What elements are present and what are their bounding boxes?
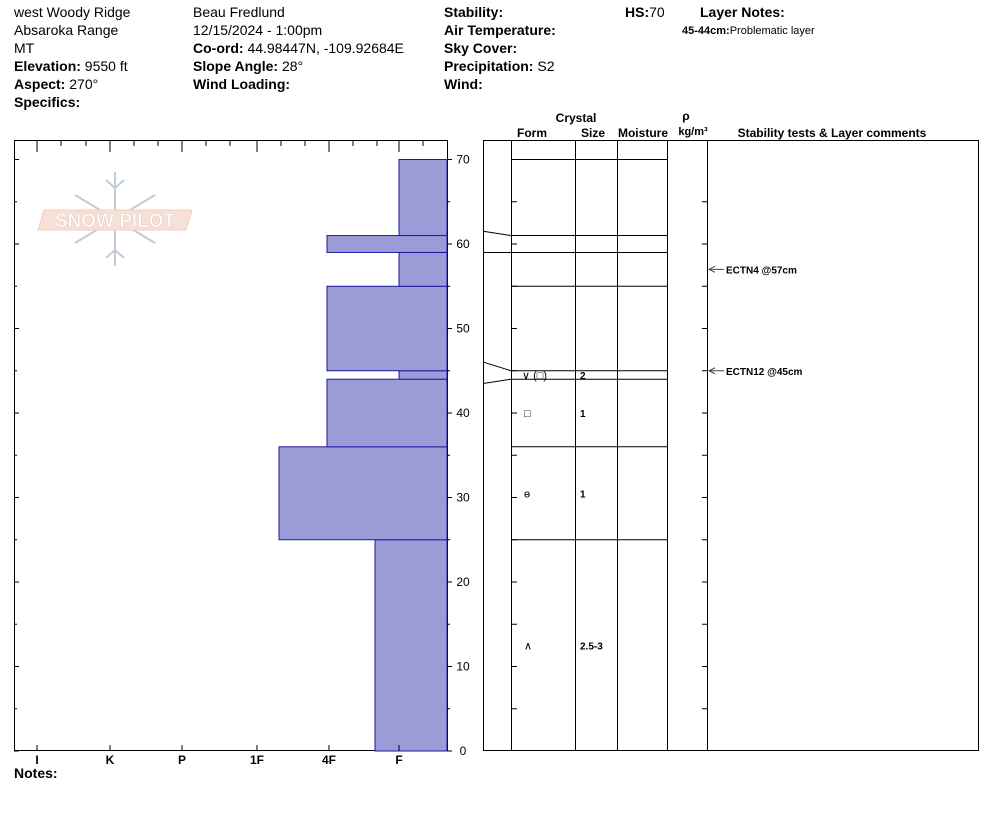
state: MT — [14, 40, 35, 56]
sky-cover-label: Sky Cover: — [444, 40, 518, 56]
layer-connector-line — [483, 378, 512, 384]
stability-field: Stability: — [444, 3, 503, 21]
aspect-field: Aspect: 270° — [14, 75, 98, 93]
hardness-bar — [398, 370, 448, 380]
density-unit: kg/m³ — [678, 126, 708, 138]
size-header: Size — [581, 126, 605, 140]
hardness-tick-label: P — [178, 753, 186, 767]
hardness-tick-label: F — [395, 753, 402, 767]
logo-text: SNOW PILOT — [55, 211, 176, 232]
grain-form: ∧ — [524, 640, 532, 652]
depth-tick-label: 0 — [460, 744, 467, 758]
table-depth-ticks — [511, 201, 707, 710]
layer-connector-line — [483, 230, 512, 237]
aspect-label: Aspect: — [14, 76, 66, 92]
layer-connector-line — [483, 361, 512, 372]
slope-label: Slope Angle: — [193, 58, 279, 74]
hardness-top-ticks — [36, 140, 424, 152]
air-temp-field: Air Temperature: — [444, 21, 556, 39]
hardness-bar — [326, 378, 448, 448]
layer-table-frame — [483, 140, 979, 751]
grain-form: ∨ (□) — [522, 370, 547, 382]
aspect-value: 270° — [69, 76, 99, 92]
observer-name: Beau Fredlund — [193, 4, 285, 20]
specifics-field: Specifics: — [14, 93, 80, 111]
hardness-tick-label: 4F — [322, 753, 336, 767]
precip-value: S2 — [537, 58, 555, 74]
depth-tick-label: 60 — [456, 237, 470, 251]
wind-field: Wind: — [444, 75, 483, 93]
observation-datetime: 12/15/2024 - 1:00pm — [193, 22, 323, 38]
elevation-label: Elevation: — [14, 58, 81, 74]
hardness-bar — [278, 446, 448, 541]
depth-tick-label: 20 — [456, 575, 470, 589]
grain-size: 2.5-3 — [580, 641, 603, 652]
hardness-bar — [326, 285, 448, 372]
specifics-label: Specifics: — [14, 94, 81, 110]
grain-rows: ∨ (□) 2 □ 1 ɵ 1 ∧ 2.5-3 — [522, 370, 603, 652]
hardness-bar — [326, 235, 448, 253]
stability-header: Stability tests & Layer comments — [738, 126, 927, 140]
hardness-bar — [398, 251, 448, 287]
elevation-value: 9550 ft — [84, 58, 128, 74]
density-symbol: ρ — [682, 109, 689, 123]
wind-label: Wind: — [444, 76, 483, 92]
layer-note-range: 45-44cm: — [682, 25, 730, 37]
mountain-range: Absaroka Range — [14, 22, 119, 38]
slope-field: Slope Angle: 28° — [193, 57, 303, 75]
wind-loading-label: Wind Loading: — [193, 76, 291, 92]
moisture-header: Moisture — [618, 126, 668, 140]
grain-size: 1 — [580, 489, 586, 500]
depth-tick-label: 70 — [456, 153, 470, 167]
hs-field: HS:70 — [625, 3, 665, 21]
depth-tick-label: 40 — [456, 406, 470, 420]
notes-label: Notes: — [14, 765, 58, 781]
precip-label: Precipitation: — [444, 58, 534, 74]
hardness-tick-label: 1F — [250, 753, 264, 767]
hardness-tick-label: I — [35, 753, 38, 767]
layer-boundaries — [483, 159, 667, 541]
coord-label: Co-ord: — [193, 40, 244, 56]
precip-field: Precipitation: S2 — [444, 57, 554, 75]
grain-size: 2 — [580, 371, 586, 382]
notes-field: Notes: — [14, 764, 58, 782]
layer-notes-label: Layer Notes: — [700, 4, 785, 20]
depth-axis: 0 10 20 30 40 50 60 70 — [14, 153, 470, 758]
hs-value: 70 — [649, 4, 665, 20]
stability-tests: ECTN4 @57cm ECTN12 @45cm — [707, 265, 803, 378]
hardness-bars — [278, 159, 448, 752]
hs-label: HS: — [625, 4, 650, 20]
stability-test-arrowhead — [707, 265, 716, 273]
slope-value: 28° — [281, 58, 304, 74]
hardness-bar — [374, 539, 448, 752]
form-header: Form — [517, 126, 547, 140]
depth-tick-label: 50 — [456, 322, 470, 336]
location-name: west Woody Ridge — [14, 4, 131, 20]
hardness-axis: I K P 1F 4F F — [35, 745, 403, 767]
stability-test-label: ECTN12 @45cm — [726, 367, 803, 378]
sky-cover-field: Sky Cover: — [444, 39, 517, 57]
crystal-header: Crystal — [556, 111, 597, 125]
elevation-field: Elevation: 9550 ft — [14, 57, 128, 75]
layer-note: 45-44cm:Problematic layer — [682, 22, 815, 40]
grain-size: 1 — [580, 409, 586, 420]
layer-notes-field: Layer Notes: — [700, 3, 785, 21]
grain-form: ɵ — [524, 488, 530, 500]
coord-value: 44.98447N, -109.92684E — [247, 40, 404, 56]
depth-tick-label: 10 — [456, 660, 470, 674]
stability-test-label: ECTN4 @57cm — [726, 265, 797, 276]
stability-test-arrowhead — [707, 367, 716, 375]
depth-tick-label: 30 — [456, 491, 470, 505]
snowpilot-logo: SNOW PILOT — [37, 172, 193, 266]
hardness-bar — [398, 159, 448, 237]
grain-form: □ — [524, 408, 531, 420]
hardness-tick-label: K — [106, 753, 115, 767]
stability-label: Stability: — [444, 4, 504, 20]
air-temp-label: Air Temperature: — [444, 22, 556, 38]
wind-loading-field: Wind Loading: — [193, 75, 290, 93]
layer-note-text: Problematic layer — [729, 25, 815, 37]
coord-field: Co-ord: 44.98447N, -109.92684E — [193, 39, 404, 57]
